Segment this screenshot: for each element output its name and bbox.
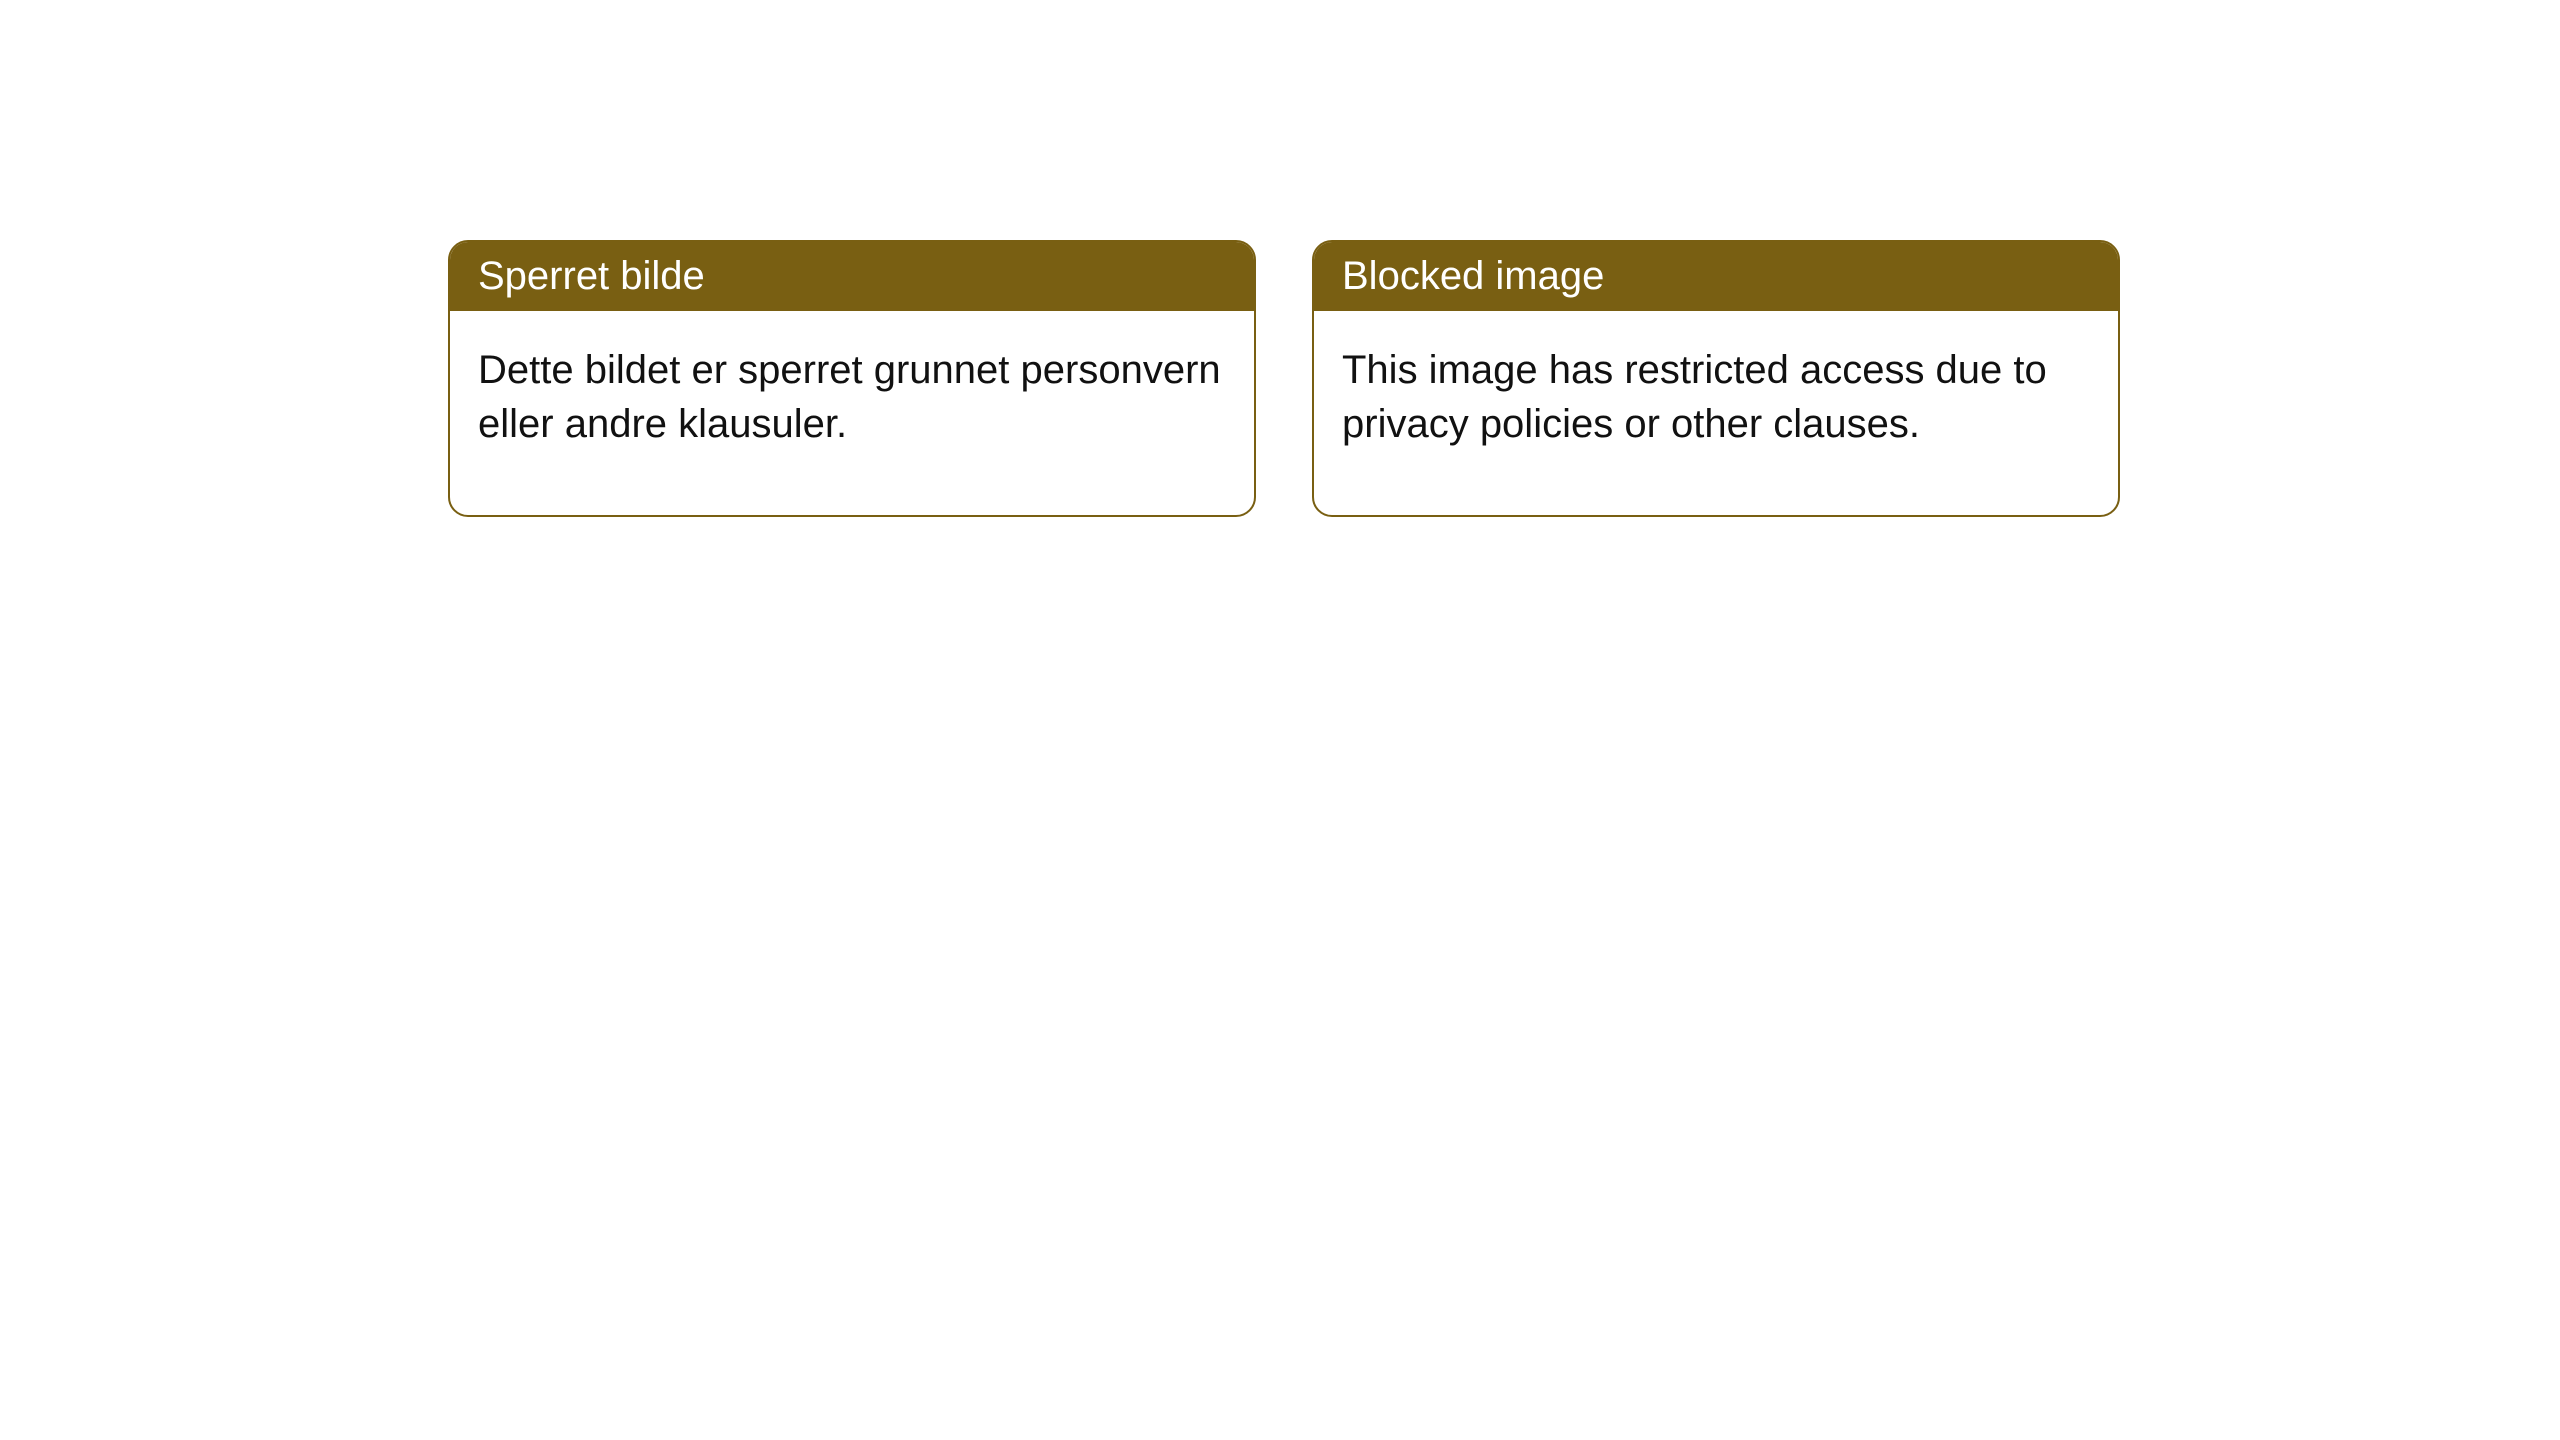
notice-card-en: Blocked image This image has restricted … (1312, 240, 2120, 517)
notice-header-en: Blocked image (1314, 242, 2118, 311)
notice-body-no: Dette bildet er sperret grunnet personve… (450, 311, 1254, 515)
notice-header-no: Sperret bilde (450, 242, 1254, 311)
notice-card-no: Sperret bilde Dette bildet er sperret gr… (448, 240, 1256, 517)
notice-container: Sperret bilde Dette bildet er sperret gr… (448, 240, 2120, 517)
notice-body-en: This image has restricted access due to … (1314, 311, 2118, 515)
